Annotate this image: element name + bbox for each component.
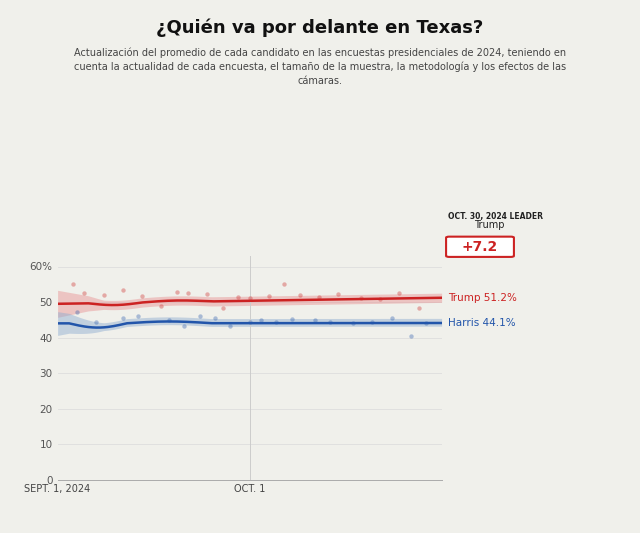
Point: [233, 293, 243, 301]
Point: [218, 304, 228, 313]
Point: [183, 289, 193, 297]
Point: [394, 289, 404, 297]
Point: [179, 322, 189, 330]
Point: [314, 293, 324, 301]
Point: [387, 314, 397, 322]
Point: [356, 294, 366, 303]
Point: [256, 316, 266, 324]
Point: [310, 316, 320, 324]
Point: [202, 290, 212, 298]
Point: [118, 314, 128, 322]
Point: [172, 288, 182, 296]
Text: Actualización del promedio de cada candidato en las encuestas presidenciales de : Actualización del promedio de cada candi…: [74, 48, 566, 86]
Point: [137, 292, 147, 300]
Point: [375, 295, 385, 303]
Point: [244, 317, 255, 326]
Point: [164, 316, 174, 324]
Point: [413, 304, 424, 313]
Point: [68, 280, 78, 288]
Point: [348, 318, 358, 327]
Point: [325, 317, 335, 326]
Text: Trump: Trump: [474, 220, 504, 230]
Point: [271, 317, 282, 326]
Point: [367, 317, 378, 326]
Text: ¿Quién va por delante en Texas?: ¿Quién va por delante en Texas?: [156, 19, 484, 37]
Point: [279, 279, 289, 288]
Point: [99, 290, 109, 299]
Point: [72, 308, 82, 316]
Point: [156, 302, 166, 311]
Point: [118, 285, 128, 294]
Point: [421, 318, 431, 327]
Text: Harris 44.1%: Harris 44.1%: [448, 318, 516, 328]
Point: [91, 317, 101, 326]
Point: [225, 322, 236, 330]
Text: +7.2: +7.2: [462, 240, 498, 254]
Text: OCT. 30, 2024 LEADER: OCT. 30, 2024 LEADER: [448, 212, 543, 221]
FancyBboxPatch shape: [446, 237, 514, 257]
Point: [406, 332, 416, 340]
Text: Trump 51.2%: Trump 51.2%: [448, 293, 517, 303]
Point: [133, 311, 143, 320]
Point: [195, 312, 205, 320]
Point: [79, 289, 90, 297]
Point: [287, 315, 297, 324]
Point: [210, 314, 220, 322]
Point: [244, 294, 255, 302]
Point: [294, 290, 305, 299]
Point: [264, 292, 274, 300]
Point: [333, 290, 343, 298]
